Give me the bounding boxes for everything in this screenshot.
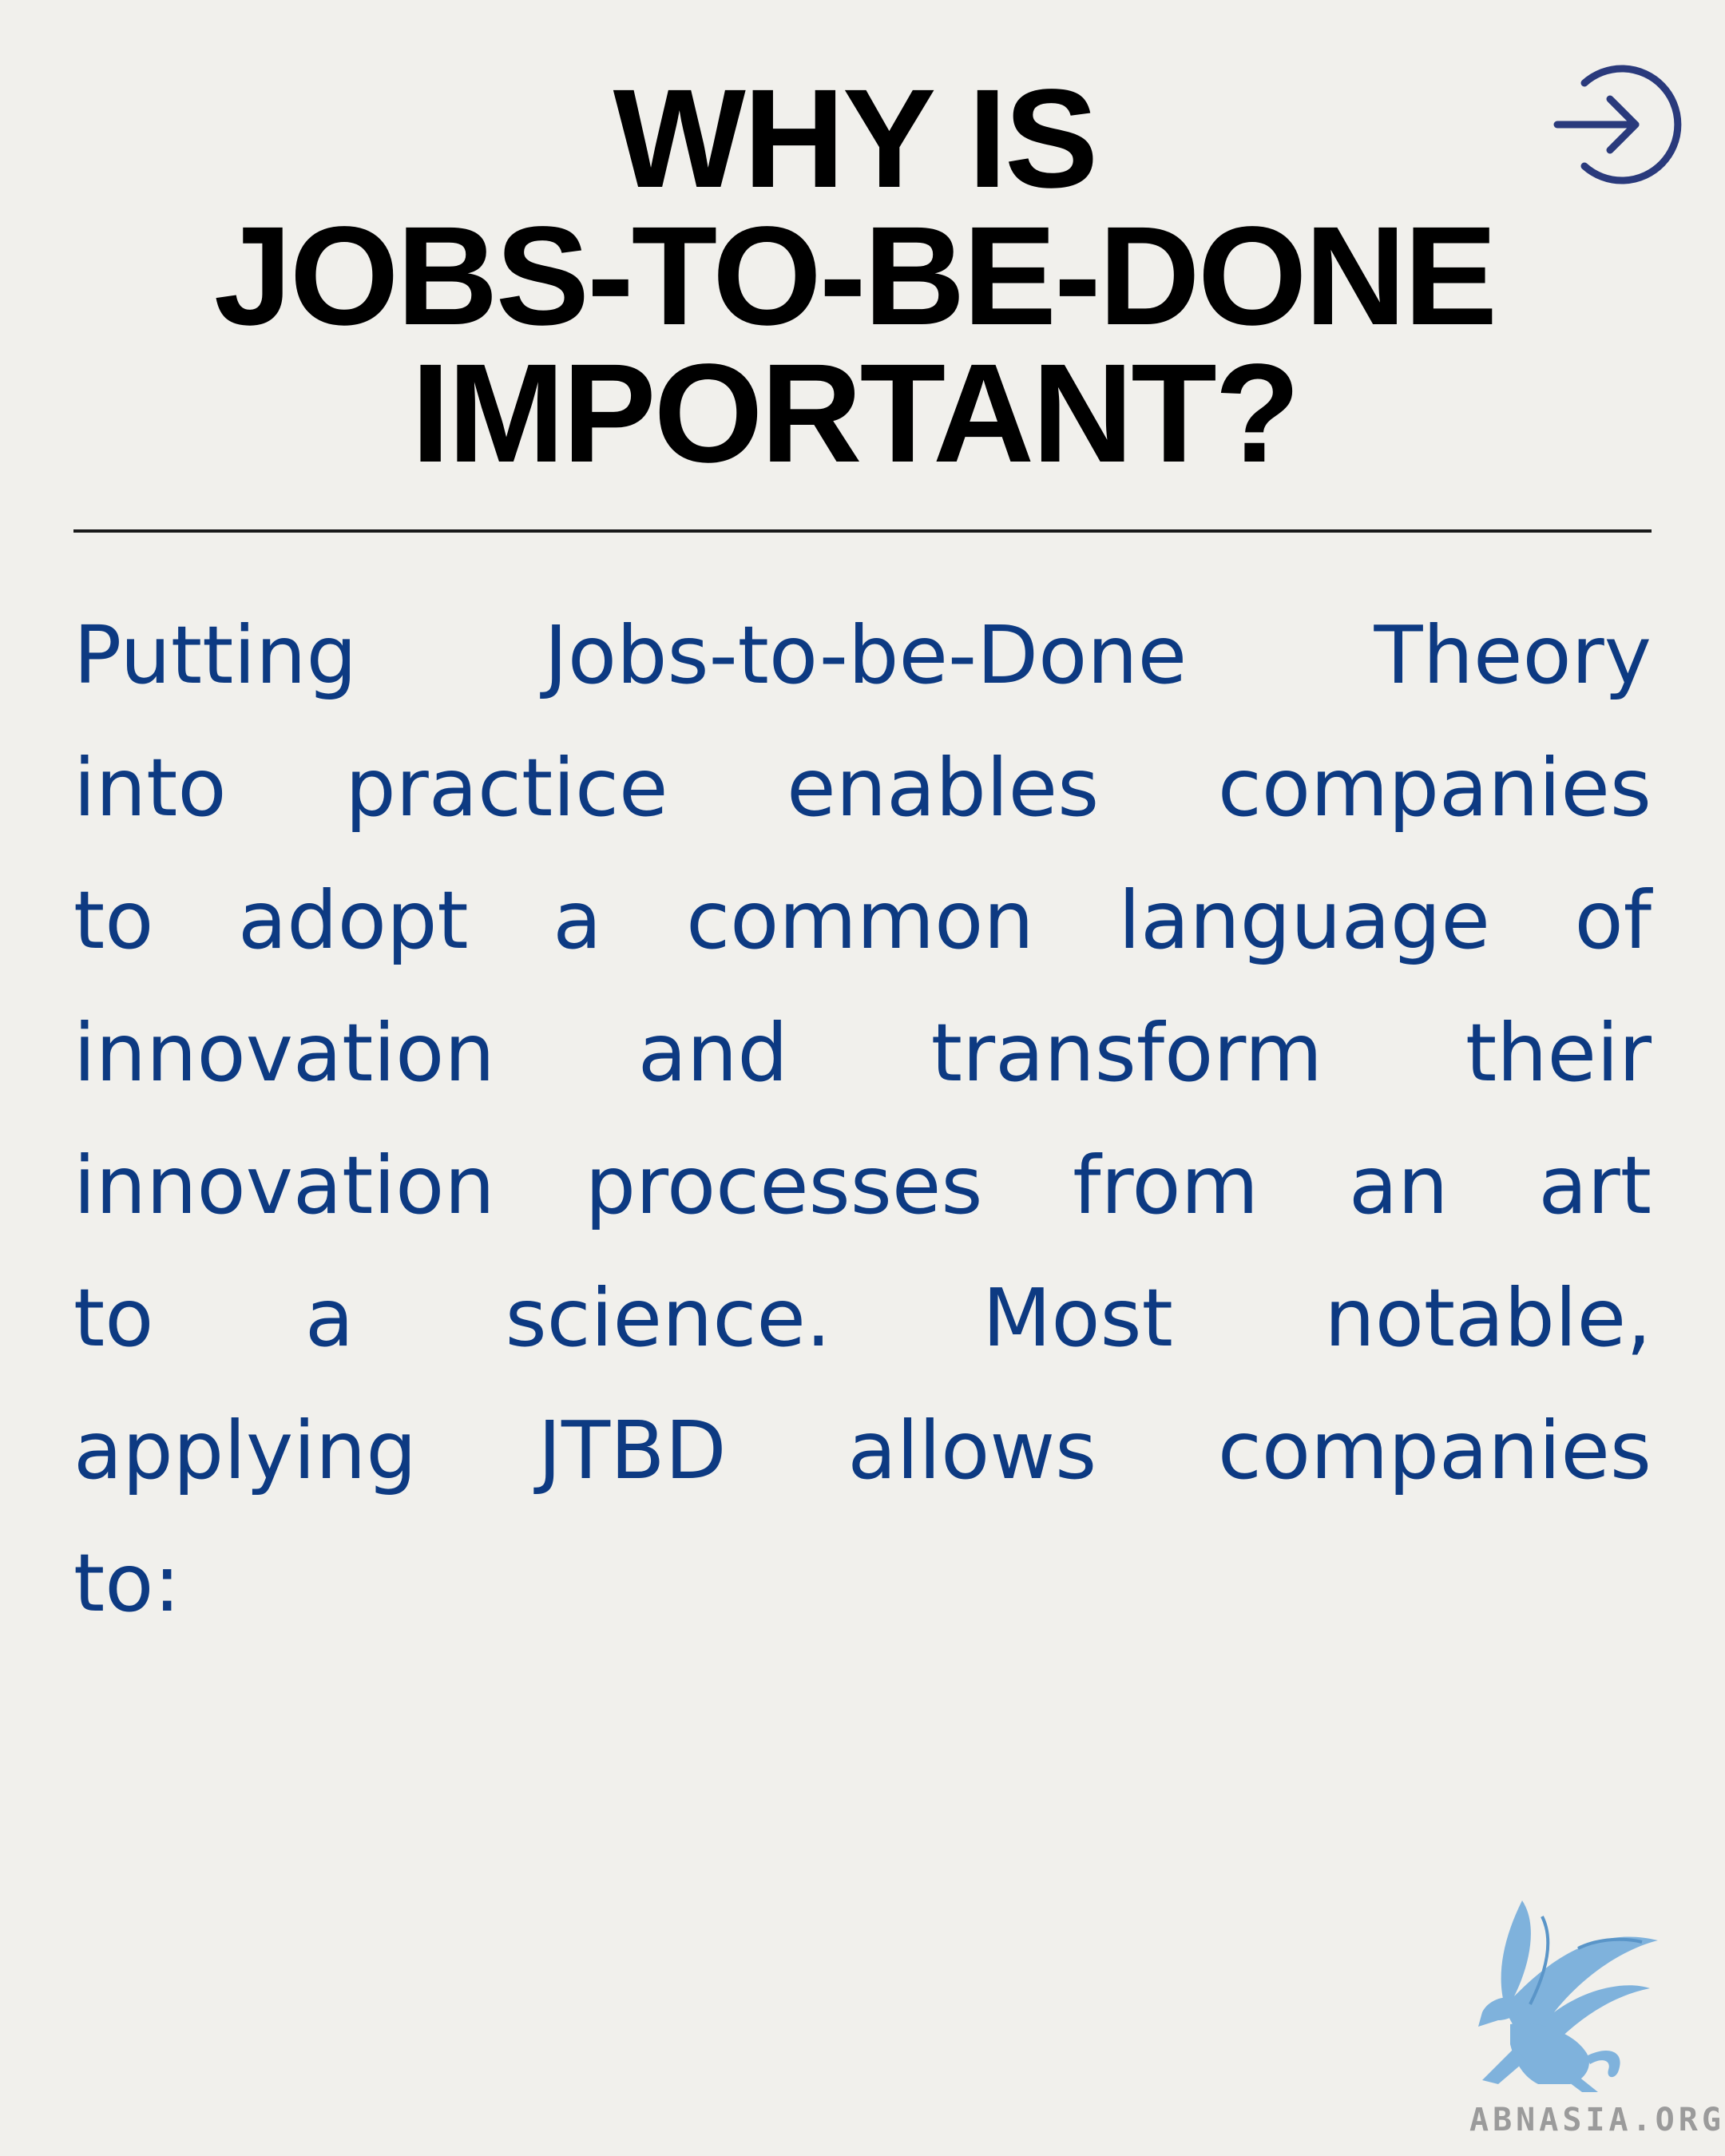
word: to: [73, 1271, 154, 1365]
word: their: [1465, 1006, 1652, 1100]
word: from: [1073, 1139, 1259, 1232]
body-line: Putting Jobs-to-be-Done Theory: [73, 589, 1652, 722]
word: a: [553, 874, 602, 967]
body-line: innovation processes from an art: [73, 1120, 1652, 1252]
word: Theory: [1374, 608, 1652, 702]
word: innovation: [73, 1006, 495, 1100]
page-title: WHY IS JOBS-TO-BE-DONE IMPORTANT?: [128, 61, 1581, 492]
word: and: [637, 1006, 788, 1100]
arrow-right-circle-icon[interactable]: [1546, 56, 1683, 193]
word: common: [686, 874, 1034, 967]
word: language: [1118, 874, 1490, 967]
word: Putting: [73, 608, 357, 702]
word: companies: [1217, 1404, 1652, 1497]
word: Jobs-to-be-Done: [544, 608, 1188, 702]
word: practice: [345, 741, 668, 834]
body-line: into practice enables companies: [73, 722, 1652, 854]
title-line-3: IMPORTANT?: [410, 335, 1301, 492]
body-line: to adopt a common language of: [73, 854, 1652, 987]
word: innovation: [73, 1139, 495, 1232]
body-paragraph: Putting Jobs-to-be-Done Theory into prac…: [73, 589, 1652, 1650]
word: into: [73, 741, 227, 834]
word: transform: [930, 1006, 1323, 1100]
word: processes: [585, 1139, 983, 1232]
title-line-2: JOBS-TO-BE-DONE: [213, 198, 1497, 355]
word: adopt: [238, 874, 469, 967]
divider: [73, 529, 1652, 533]
word: applying: [73, 1404, 417, 1497]
word: an: [1348, 1139, 1449, 1232]
word: notable,: [1324, 1271, 1652, 1365]
word: enables: [787, 741, 1100, 834]
word: allows: [847, 1404, 1097, 1497]
title-line-1: WHY IS: [613, 61, 1099, 217]
word: a: [304, 1271, 355, 1365]
word: to:: [73, 1536, 181, 1630]
body-line: to a science. Most notable,: [73, 1252, 1652, 1385]
word: art: [1538, 1139, 1652, 1232]
word: to: [73, 874, 154, 967]
word: science.: [505, 1271, 831, 1365]
word: JTBD: [537, 1404, 727, 1497]
body-line: applying JTBD allows companies: [73, 1385, 1652, 1517]
word: Most: [982, 1271, 1173, 1365]
body-line: innovation and transform their: [73, 987, 1652, 1120]
griffin-logo-icon: [1478, 1900, 1658, 2092]
site-logo-text: ABNASIA.ORG: [1469, 2102, 1725, 2138]
body-line: to:: [73, 1517, 1652, 1650]
word: of: [1574, 874, 1652, 967]
word: companies: [1217, 741, 1652, 834]
